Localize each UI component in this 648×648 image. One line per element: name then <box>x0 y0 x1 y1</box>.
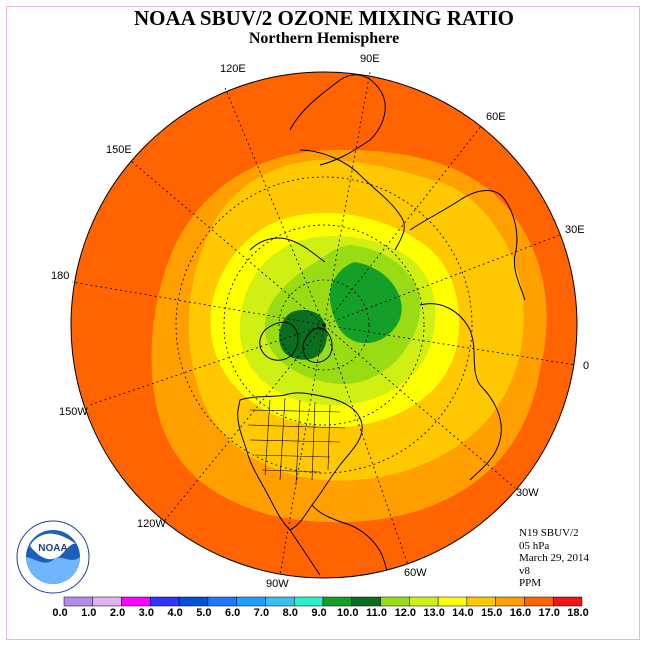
colorbar-swatch <box>351 596 381 607</box>
colorbar-tick-label: 3.0 <box>138 607 154 619</box>
colorbar-tick-label: 14.0 <box>452 607 474 619</box>
colorbar-swatch <box>409 596 439 607</box>
state-boundaries <box>247 397 346 486</box>
colorbar-swatch <box>150 596 180 607</box>
colorbar-swatch <box>466 596 496 607</box>
noaa-logo: NOAA <box>16 520 90 594</box>
colorbar-swatch <box>121 596 151 607</box>
info-units: PPM <box>519 577 542 590</box>
colorbar-tick-label: 0.0 <box>52 607 68 619</box>
info-version: v8 <box>519 564 530 577</box>
lon-label-150w: 150W <box>59 406 88 418</box>
colorbar-tick-label: 13.0 <box>423 607 445 619</box>
colorbar-swatch <box>322 596 353 607</box>
colorbar-swatch <box>495 596 525 607</box>
colorbar-swatch <box>207 596 237 607</box>
info-instrument: N19 SBUV/2 <box>519 527 579 539</box>
graticule <box>71 71 577 576</box>
colorbar-tick-label: 5.0 <box>196 607 212 619</box>
colorbar-tick-label: 9.0 <box>311 607 327 619</box>
lon-label-120e: 120E <box>220 63 246 75</box>
info-date: March 29, 2014 <box>519 552 589 565</box>
colorbar-tick-label: 11.0 <box>366 607 387 619</box>
map-title: NOAA SBUV/2 OZONE MIXING RATIO <box>134 6 514 30</box>
lon-label-60w: 60W <box>404 567 427 579</box>
colorbar-tick-label: 2.0 <box>109 607 126 619</box>
colorbar-swatch <box>524 596 554 607</box>
lon-label-150e: 150E <box>106 144 132 156</box>
colorbar-tick-label: 1.0 <box>81 607 97 619</box>
colorbar <box>63 596 583 607</box>
colorbar-tick-label: 8.0 <box>282 607 298 619</box>
colorbar-tick-labels: 0.0 1.0 2.0 3.0 4.0 5.0 6.0 7.0 8.0 9.0 10.0 11.0 12… <box>0 607 648 623</box>
colorbar-tick-label: 17.0 <box>538 607 560 619</box>
image-frame <box>6 6 640 640</box>
coastlines <box>237 74 526 578</box>
info-pressure-level: 05 hPa <box>519 539 550 552</box>
lon-label-30e: 30E <box>565 224 585 236</box>
lon-label-90e: 90E <box>360 53 380 65</box>
colorbar-swatch <box>552 596 583 607</box>
noaa-logo-text: NOAA <box>38 543 67 554</box>
colorbar-tick-label: 16.0 <box>509 607 532 619</box>
ozone-band-9 <box>279 309 327 360</box>
colorbar-tick-label: 18.0 <box>567 607 589 619</box>
info-block: N19 SBUV/2 05 hPa March 29, 2014 v8 PPM <box>519 527 589 590</box>
colorbar-swatch <box>92 596 122 607</box>
colorbar-swatch <box>236 596 266 607</box>
lon-label-60e: 60E <box>486 111 506 123</box>
ozone-band-10 <box>329 262 402 344</box>
lon-label-180: 180 <box>51 270 69 282</box>
lon-label-0: 0 <box>583 360 589 372</box>
colorbar-swatch <box>265 596 295 607</box>
colorbar-tick-label: 10.0 <box>337 607 359 619</box>
map-subtitle: Northern Hemisphere <box>248 30 400 47</box>
longitude-labels: 90E 60E 30E 0 30W 60W 90W 120W 150W 180 … <box>51 53 589 590</box>
lon-label-90w: 90W <box>266 578 289 590</box>
colorbar-tick-label: 7.0 <box>253 607 270 619</box>
colorbar-swatch <box>380 596 410 607</box>
map-border <box>70 71 578 579</box>
colorbar-tick-label: 12.0 <box>394 607 417 619</box>
colorbar-swatch <box>293 596 324 607</box>
lon-label-120w: 120W <box>137 518 166 530</box>
colorbar-swatch <box>437 596 468 607</box>
colorbar-swatch <box>178 596 209 607</box>
colorbar-tick-label: 15.0 <box>480 607 503 619</box>
lon-label-30w: 30W <box>516 487 539 499</box>
colorbar-tick-label: 6.0 <box>225 607 241 619</box>
colorbar-swatch <box>63 596 94 607</box>
colorbar-tick-label: 4.0 <box>167 607 183 619</box>
